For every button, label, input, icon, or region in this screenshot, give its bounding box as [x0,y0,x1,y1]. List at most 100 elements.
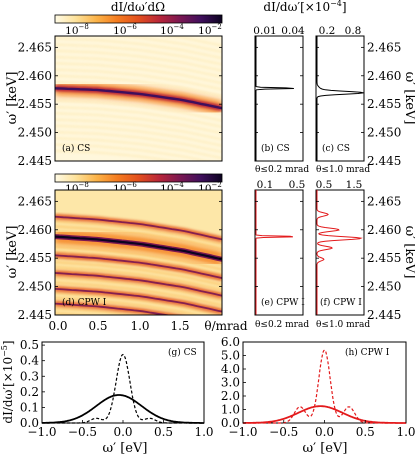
xlabel-h: ω′ [eV] [303,441,348,456]
colorbar-title: dI/dω′dΩ [111,0,165,14]
panel-c-theta: θ≤1.0 mrad [316,165,370,175]
omega-tick-left-top-3: 2.450 [18,126,52,140]
omega-tick-right-mid-1: 2.460 [367,223,401,237]
omega-tick-labels: 2.465 2.465 2.460 2.460 2.455 2.455 2.450 2.450… [18,40,402,322]
ylabel-g: dI/dω′[×10−5] [0,340,15,423]
panel-h-solid-curve [243,405,406,424]
panel-h-dashed-curve [243,349,406,424]
omega-tick-left-top-2: 2.455 [18,97,52,111]
xtick-d-2: 0.5 [88,319,107,333]
panel-h-label: (h) CPW I [345,347,390,358]
ytick-label: 0.3 [20,369,39,383]
heatmap-a-fringe [166,36,222,47]
xtick-label: 1.0 [396,425,415,439]
ylabel-c: ω′ [keV] [402,72,415,125]
xtick-label: 0.5 [356,425,375,439]
heatmap-d-main-band [55,235,222,261]
xtick-label: 1.0 [194,425,213,439]
heatmap-d-sideband-4 [55,302,172,315]
panel-g: (g) CS 0.0 0.10.2 0.30.4 0.5 −1.0 −0.5 0.0 0.5… [0,338,214,456]
heatmap-d-fringe [55,220,222,245]
heatmap-a-fringe [113,36,222,53]
panel-f: 0.5 1.5 (f) CPW I θ≤1.0 mrad [315,179,370,330]
panel-f-label: (f) CPW I [320,297,362,308]
panel-d-label: (d) CPW I [62,297,107,308]
omega-tick-left-top-4: 2.445 [18,154,52,168]
ytick-label: 2.0 [221,389,240,403]
heatmap-a-fringe [55,118,222,141]
panel-c: 0.2 0.8 (c) CS θ≤1.0 mrad [315,25,370,175]
panel-h-xticks: −1.0 −0.5 0.0 0.5 1.0 [228,420,415,439]
panel-b-label: (b) CS [261,143,290,154]
panel-f-frame [315,189,365,316]
heatmap-d-fringe [55,276,222,302]
heatmap-d-fringe [55,250,222,276]
panel-f-spectrum [316,190,363,315]
heatmap-a-fringe [55,43,222,66]
heatmap-d-sideband-3 [55,288,222,313]
xtick-label: −1.0 [27,425,56,439]
ytick-label: 6.0 [221,335,240,349]
panel-a-label: (a) CS [62,143,90,154]
panel-b-theta: θ≤0.2 mrad [255,165,309,175]
omega-tick-left-mid-2: 2.455 [18,251,52,265]
ytick-label: 4.0 [221,362,240,376]
omega-tick-right-mid-3: 2.450 [367,280,401,294]
heatmap-d-fringe [55,281,222,307]
panel-g-xticks: −1.0 −0.5 0.0 0.5 1.0 [27,420,214,439]
heatmap-a-fringe [55,56,222,78]
omega-tick-left-mid-3: 2.450 [18,280,52,294]
cb-top-tick-2: 10−6 [113,23,137,37]
ylabel-d: ω′ [keV] [5,226,20,279]
panel-e-theta: θ≤0.2 mrad [255,320,309,330]
heatmap-a-fringe [55,137,222,159]
xtick-label: −1.0 [228,425,257,439]
ytick-label: 1.0 [221,403,240,417]
cb-top-tick-4: 10−2 [198,23,222,37]
omega-tick-right-top-0: 2.465 [367,40,401,54]
omega-tick-right-top-1: 2.460 [367,69,401,83]
panel-e-label: (e) CPW I [261,297,305,308]
cb-top-tick-3: 10−4 [160,23,184,37]
xtick-label: 0.0 [315,425,334,439]
heatmap-a-ridge [55,87,222,110]
panel-d: (d) CPW I [54,189,223,316]
panel-g-yticks: 0.0 0.10.2 0.30.4 0.5 [20,338,45,430]
omega-tick-right-mid-4: 2.445 [367,308,401,322]
panel-b-tick-1: 0.01 [253,25,276,37]
ylabel-f: ω′ [keV] [402,226,415,279]
panel-e-tick-1: 0.1 [257,179,274,191]
panel-d-xaxis: 0.0 0.5 1.0 1.5 θ/mrad [48,319,247,333]
heatmap-a-fringe [55,50,222,72]
panel-h-yticks: 0.01.02.03.04.05.06.0 [221,335,246,430]
heatmap-d-fringe [55,266,222,291]
ylabel-a: ω′ [keV] [5,72,20,125]
ytick-label: 0.0 [221,416,240,430]
xtick-label: 0.0 [113,425,132,439]
heatmap-a-fringe [55,112,222,134]
omega-tick-left-mid-4: 2.445 [18,308,52,322]
xtick-label: −0.5 [68,425,97,439]
panel-a-frame [54,35,223,162]
colorbar-mid-bar [54,173,223,183]
omega-tick-right-mid-2: 2.455 [367,251,401,265]
omega-tick-left-mid-0: 2.465 [18,194,52,208]
omega-tick-left-top-0: 2.465 [18,40,52,54]
panel-d-heatmap [55,213,222,315]
heatmap-a-fringe [55,143,210,161]
heatmap-a-fringe [55,75,222,97]
xtick-d-4: 1.5 [170,319,189,333]
panel-b-tick-2: 0.04 [281,25,305,37]
panel-f-theta: θ≤1.0 mrad [316,320,370,330]
spec-top-title: dI/dω′[×10−4] [263,0,346,14]
ytick-label: 5.0 [221,349,240,363]
colorbar-top: 10−8 10−6 10−4 10−2 [54,14,223,37]
panel-e-frame [254,189,304,316]
panel-h: (h) CPW I 0.01.02.03.04.05.06.0 −1.0 −0.5… [221,335,415,456]
panel-c-spectrum [316,36,364,161]
xlabel-d: θ/mrad [204,319,248,333]
ytick-label: 3.0 [221,376,240,390]
heatmap-a-fringe [55,131,222,153]
heatmap-a-fringe [55,68,222,91]
